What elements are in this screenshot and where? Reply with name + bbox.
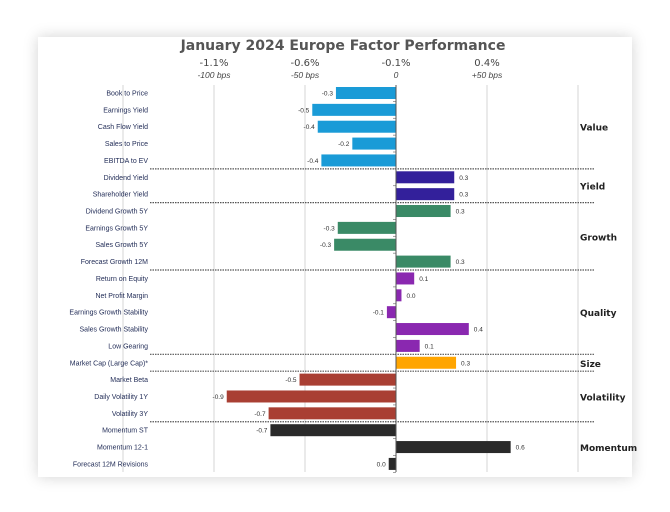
group-label: Quality: [580, 309, 617, 319]
bar: [396, 356, 457, 369]
row-label: Momentum 12-1: [97, 445, 148, 452]
bar: [335, 87, 396, 99]
value-label: -0.3: [322, 91, 334, 98]
group-label: Growth: [580, 233, 617, 243]
row-label: Low Gearing: [108, 343, 148, 350]
row-label: Forecast Growth 12M: [81, 259, 148, 266]
row-label: Dividend Growth 5Y: [86, 209, 149, 216]
row-label: EBITDA to EV: [104, 158, 148, 165]
row-label: Volatility 3Y: [112, 411, 149, 418]
row-label: Sales Growth Stability: [80, 327, 149, 334]
row-label: Book to Price: [106, 91, 148, 98]
row-label: Market Beta: [110, 377, 148, 384]
value-label: 0.6: [516, 445, 525, 452]
tick-sublabel: 0: [394, 70, 399, 80]
bar: [334, 238, 396, 251]
group-label: Momentum: [580, 444, 637, 454]
value-label: 0.1: [419, 276, 428, 283]
value-label: 0.3: [459, 192, 468, 199]
row-label: Daily Volatility 1Y: [94, 394, 148, 401]
bar: [396, 323, 469, 336]
bar: [386, 306, 396, 319]
value-label: -0.3: [320, 242, 332, 249]
bar: [396, 171, 455, 184]
value-label: -0.7: [256, 428, 268, 435]
group-label: Volatility: [580, 393, 626, 403]
row-label: Market Cap (Large Cap)*: [70, 360, 148, 367]
value-label: 0.3: [456, 209, 465, 216]
bar: [270, 424, 396, 437]
bar: [317, 120, 396, 133]
value-label: -0.3: [324, 225, 336, 232]
value-label: 0.4: [474, 327, 483, 334]
row-label: Net Profit Margin: [95, 293, 148, 300]
bar: [321, 154, 396, 167]
tick-label: -0.1%: [381, 58, 410, 69]
value-label: 0.0: [406, 293, 415, 300]
tick-label: -0.6%: [290, 58, 319, 69]
value-label: -0.5: [298, 107, 310, 114]
value-label: 0.1: [425, 343, 434, 350]
tick-label: -1.1%: [199, 58, 228, 69]
bar: [312, 103, 396, 116]
row-label: Earnings Growth 5Y: [85, 225, 148, 232]
value-label: 0.3: [461, 360, 470, 367]
value-label: -0.4: [307, 158, 319, 165]
tick-sublabel: -50 bps: [291, 70, 320, 80]
bar: [396, 289, 402, 302]
tick-sublabel: +50 bps: [472, 70, 503, 80]
value-label: 0.0: [377, 461, 386, 468]
value-label: -0.1: [373, 310, 385, 317]
bar: [299, 373, 396, 386]
value-label: 0.3: [456, 259, 465, 266]
bar: [396, 339, 420, 352]
row-label: Forecast 12M Revisions: [73, 461, 149, 468]
bar: [388, 457, 396, 470]
bar: [268, 407, 396, 420]
value-label: -0.7: [254, 411, 266, 418]
row-label: Dividend Yield: [104, 175, 148, 182]
value-label: -0.9: [213, 394, 225, 401]
value-label: -0.2: [338, 141, 350, 148]
bar: [337, 221, 396, 234]
bar: [396, 441, 511, 454]
tick-sublabel: -100 bps: [197, 70, 231, 80]
bar: [396, 255, 451, 268]
row-label: Earnings Yield: [103, 107, 148, 114]
row-label: Sales Growth 5Y: [95, 242, 148, 249]
value-label: -0.5: [285, 377, 297, 384]
group-label: Size: [580, 360, 601, 370]
row-label: Shareholder Yield: [93, 192, 148, 199]
row-label: Sales to Price: [105, 141, 148, 148]
bar: [352, 137, 396, 150]
row-label: Momentum ST: [102, 428, 149, 435]
bar: [396, 188, 455, 201]
tick-label: 0.4%: [474, 58, 499, 69]
row-label: Earnings Growth Stability: [69, 310, 148, 317]
group-label: Value: [580, 124, 608, 134]
value-label: 0.3: [459, 175, 468, 182]
bar: [396, 205, 451, 218]
group-label: Yield: [579, 183, 605, 193]
bar: [396, 272, 415, 285]
chart-title: January 2024 Europe Factor Performance: [180, 38, 506, 54]
row-label: Cash Flow Yield: [98, 124, 148, 131]
value-label: -0.4: [304, 124, 316, 131]
bar: [226, 390, 396, 403]
row-label: Return on Equity: [96, 276, 149, 283]
